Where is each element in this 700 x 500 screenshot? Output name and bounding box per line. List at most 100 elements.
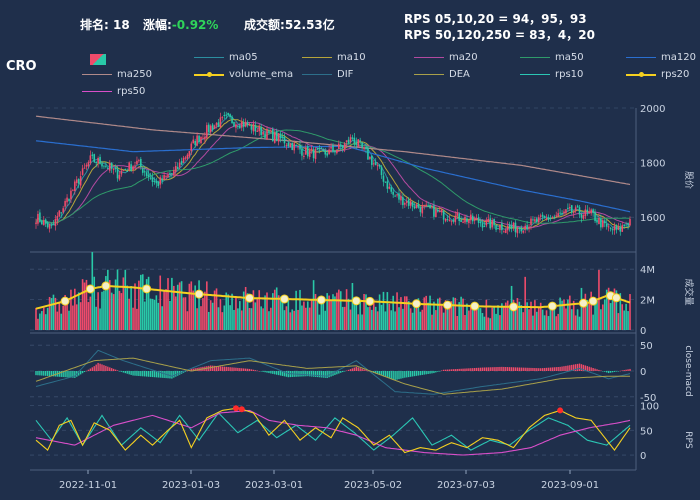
macd-hist-bar [89,368,92,371]
volume-bar [235,296,237,330]
macd-hist-bar [573,364,575,371]
volume-bar [147,276,150,330]
candle-body [161,178,163,181]
volume-bar [103,290,105,330]
volume-bar [522,312,525,330]
macd-hist-bar [520,367,522,371]
volume-signal-dot [578,298,588,308]
volume-bar [512,299,515,330]
legend-item-dea[interactable]: DEA [414,69,470,80]
legend-item-ma50[interactable]: ma50 [520,52,584,63]
volume-bar [563,299,565,330]
volume-bar [297,309,299,330]
macd-hist-bar [239,368,241,371]
candle-body [541,214,544,217]
macd-hist-bar [221,366,224,371]
volume-bar [74,288,76,330]
macd-hist-bar [301,371,303,377]
volume-bar [322,296,325,330]
macd-hist-bar [357,367,359,371]
macd-hist-bar [320,371,323,378]
candle-body [516,228,519,234]
volume-bar [425,295,427,330]
volume-bar [524,276,526,330]
macd-hist-bar [365,370,367,371]
candle-body [299,145,301,150]
volume-bar [415,299,418,330]
y-axis-label: close-macd [683,345,693,396]
volume-bar [411,312,414,330]
legend-item-ma250[interactable]: ma250 [82,69,152,80]
macd-hist-bar [50,371,53,377]
macd-hist-bar [305,371,307,377]
candle-body [318,148,321,150]
candle-body [176,166,179,169]
candle-body [206,125,208,139]
macd-hist-bar [144,371,146,377]
candle-body [605,223,608,227]
volume-bar [132,307,134,330]
volume-bar [598,269,600,330]
macd-hist-bar [526,367,528,371]
volume-bar [324,310,327,330]
macd-hist-bar [210,365,212,371]
volume-bar [68,310,70,330]
candle-body [625,224,627,226]
macd-hist-bar [175,371,177,377]
macd-hist-bar [470,368,472,371]
candle-body [240,122,243,128]
volume-bar [237,308,239,330]
legend-item-ma05[interactable]: ma05 [194,52,258,63]
legend-item-dif[interactable]: DIF [302,69,353,80]
candle-body [405,201,408,203]
volume-bar [246,293,249,330]
candle-body [619,226,622,232]
legend-item-volume-ema[interactable]: volume_ema [194,69,293,80]
candle-body [374,162,377,166]
candle-body [569,206,571,209]
volume-bar [165,289,167,330]
volume-signal-dot [365,296,375,306]
macd-hist-bar [287,371,290,378]
candle-body [419,207,422,213]
candle-body [431,205,433,207]
candle-body [81,168,84,175]
candle-body [518,227,521,229]
candle-body [528,226,530,229]
macd-hist-bar [411,371,414,377]
candle-body [409,201,412,206]
candle-body [149,177,152,179]
macd-hist-bar [629,368,631,371]
volume-signal-dot [316,295,326,305]
volume-bar [136,308,138,330]
macd-hist-bar [609,371,612,373]
candle-body [114,167,117,169]
volume-bar [258,290,261,330]
volume-bar [528,309,530,330]
legend-item-ma10[interactable]: ma10 [302,52,366,63]
volume-bar [79,302,82,330]
candle-body [495,225,497,230]
volume-bar [567,299,569,330]
turnover-info: 成交额:52.53亿 [244,16,335,33]
candle-body [37,214,39,224]
legend-item-rps20[interactable]: rps20 [626,69,689,80]
volume-bar [254,302,257,330]
volume-bar [260,306,262,330]
macd-hist-bar [254,370,257,371]
macd-hist-bar [276,371,278,375]
candle-body [479,221,482,224]
macd-hist-bar [136,371,138,376]
legend-item-rps10[interactable]: rps10 [520,69,583,80]
volume-bar [281,301,284,330]
candle-body [145,172,148,176]
legend-label: ma250 [117,69,152,80]
candle-body [204,136,206,140]
legend-label: rps10 [555,69,584,80]
legend-item-ma20[interactable]: ma20 [414,52,478,63]
legend-item-ma120[interactable]: ma120 [626,52,696,63]
macd-hist-bar [225,366,227,371]
legend-item-rps50[interactable]: rps50 [82,86,145,97]
candle-body [361,142,363,148]
candle-body [252,123,255,132]
